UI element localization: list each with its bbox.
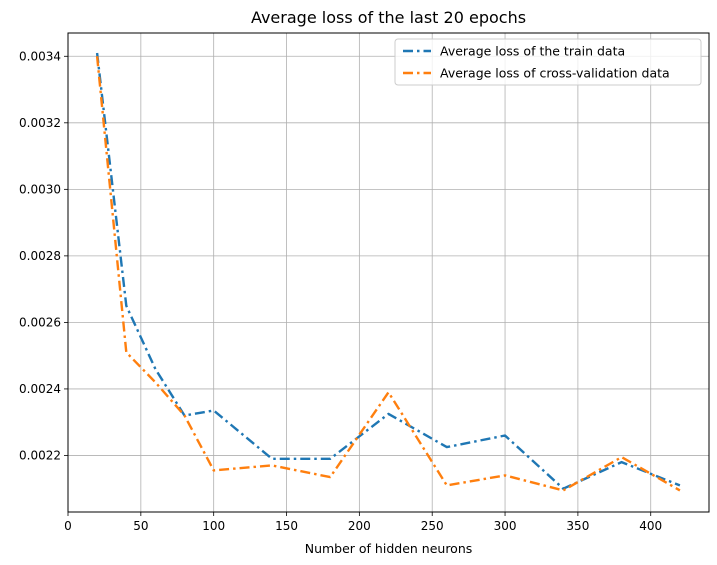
series-line-train bbox=[95, 52, 681, 490]
x-axis-label: Number of hidden neurons bbox=[305, 541, 473, 556]
data-point bbox=[563, 490, 564, 491]
data-point bbox=[271, 465, 272, 466]
legend-label: Average loss of the train data bbox=[440, 44, 625, 59]
data-point bbox=[446, 447, 447, 448]
x-tick-label: 100 bbox=[202, 519, 225, 533]
legend-label: Average loss of cross-validation data bbox=[440, 66, 670, 81]
axis-ticks: 0 50 100 150 200 250 300 350 400 0.0022 0.0024 0.00… bbox=[19, 49, 662, 533]
data-point bbox=[388, 392, 389, 393]
x-tick-label: 350 bbox=[566, 519, 589, 533]
data-point bbox=[621, 457, 622, 458]
data-point bbox=[126, 352, 127, 353]
data-point bbox=[621, 462, 622, 463]
x-tick-label: 250 bbox=[421, 519, 444, 533]
x-tick-label: 0 bbox=[64, 519, 72, 533]
data-point bbox=[388, 413, 389, 414]
chart-title: Average loss of the last 20 epochs bbox=[251, 8, 526, 27]
data-point bbox=[271, 458, 272, 459]
legend-box bbox=[394, 38, 702, 86]
grid-lines bbox=[67, 33, 709, 512]
y-tick-label: 0.0034 bbox=[19, 49, 61, 63]
x-tick-label: 400 bbox=[639, 519, 662, 533]
data-point bbox=[155, 368, 156, 369]
data-point bbox=[679, 485, 680, 486]
y-tick-label: 0.0028 bbox=[19, 249, 61, 263]
y-tick-label: 0.0030 bbox=[19, 182, 61, 196]
y-tick-label: 0.0026 bbox=[19, 315, 61, 329]
data-point bbox=[184, 415, 185, 416]
legend: Average loss of the train data Average lo… bbox=[394, 38, 702, 86]
series-line-cross-validation bbox=[95, 56, 681, 492]
x-tick-label: 50 bbox=[133, 519, 148, 533]
data-point bbox=[97, 52, 98, 53]
x-tick-label: 200 bbox=[348, 519, 371, 533]
data-point bbox=[155, 382, 156, 383]
data-point bbox=[679, 490, 680, 491]
data-point bbox=[446, 485, 447, 486]
data-point bbox=[504, 435, 505, 436]
y-tick-label: 0.0022 bbox=[19, 448, 61, 462]
data-point bbox=[330, 476, 331, 477]
data-point bbox=[126, 305, 127, 306]
data-point bbox=[213, 470, 214, 471]
data-point bbox=[330, 458, 331, 459]
x-tick-label: 150 bbox=[275, 519, 298, 533]
x-tick-label: 300 bbox=[494, 519, 517, 533]
plot-frame bbox=[67, 32, 710, 513]
y-tick-label: 0.0032 bbox=[19, 116, 61, 130]
y-tick-label: 0.0024 bbox=[19, 382, 61, 396]
series-lines bbox=[95, 52, 681, 492]
data-point bbox=[97, 56, 98, 57]
data-point bbox=[504, 475, 505, 476]
data-point bbox=[213, 410, 214, 411]
